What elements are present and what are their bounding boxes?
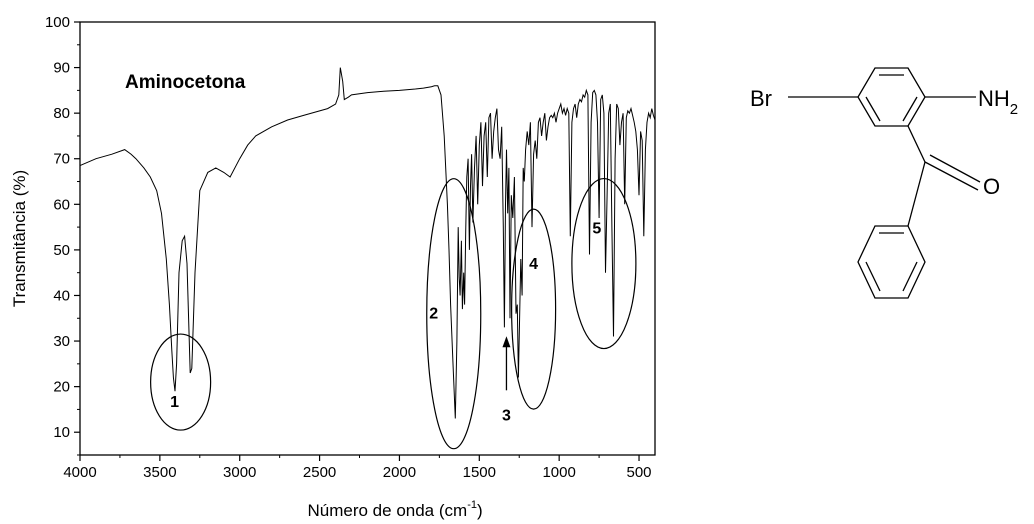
y-tick-label: 50 bbox=[53, 242, 70, 259]
x-tick-label: 2500 bbox=[303, 464, 336, 481]
ring-double-bond bbox=[865, 96, 881, 122]
chart-title: Aminocetona bbox=[125, 72, 246, 93]
band-arrow-head-3 bbox=[502, 336, 511, 348]
x-tick-label: 1000 bbox=[542, 464, 575, 481]
ring-double-bond bbox=[902, 261, 918, 292]
phenyl-link-bond bbox=[907, 161, 926, 227]
x-tick-label: 3000 bbox=[223, 464, 256, 481]
plot-frame bbox=[79, 21, 656, 456]
x-axis: 4000 3500 3000 2500 2000 1500 1000 500 bbox=[63, 455, 652, 481]
ring-double-bond bbox=[902, 96, 918, 122]
band-label-5: 5 bbox=[592, 221, 601, 238]
y-tick-label: 20 bbox=[53, 379, 70, 396]
x-tick-label: 1500 bbox=[463, 464, 496, 481]
band-label-3: 3 bbox=[502, 407, 511, 424]
molecule-structure bbox=[788, 67, 981, 299]
y-tick-label: 30 bbox=[53, 333, 70, 350]
carbonyl-double-bond bbox=[929, 154, 981, 183]
y-tick-label: 40 bbox=[53, 287, 70, 304]
x-tick-label: 4000 bbox=[63, 464, 96, 481]
band-ellipse-1 bbox=[150, 333, 212, 431]
band-label-1: 1 bbox=[170, 394, 179, 411]
amino-label: NH2 bbox=[978, 86, 1018, 118]
y-tick-label: 60 bbox=[53, 196, 70, 213]
y-axis: 10 20 30 40 50 60 70 80 90 100 bbox=[45, 14, 80, 456]
band-ellipse-4 bbox=[511, 208, 557, 410]
band-annotations: 1 2 3 4 5 bbox=[150, 177, 637, 450]
top-benzene-ring bbox=[857, 67, 926, 127]
ring-double-bond bbox=[865, 261, 881, 292]
x-axis-title-text: Número de onda (cm bbox=[308, 501, 468, 520]
y-tick-label: 80 bbox=[53, 105, 70, 122]
x-axis-title-superscript: -1 bbox=[467, 499, 477, 511]
x-tick-label: 3500 bbox=[143, 464, 176, 481]
y-tick-label: 70 bbox=[53, 151, 70, 168]
carbonyl-link-bond bbox=[907, 125, 926, 163]
x-tick-label: 500 bbox=[627, 464, 652, 481]
y-axis-title: Transmitância (%) bbox=[10, 170, 29, 307]
amino-label-subscript: 2 bbox=[1010, 101, 1018, 118]
band-label-4: 4 bbox=[529, 256, 538, 273]
spectrum-line bbox=[79, 67, 656, 419]
carbonyl-bond bbox=[924, 161, 979, 191]
y-tick-label: 90 bbox=[53, 60, 70, 77]
band-ellipse-5 bbox=[571, 177, 637, 350]
bottom-benzene-ring bbox=[857, 225, 926, 299]
y-tick-label: 10 bbox=[53, 424, 70, 441]
amino-label-text: NH bbox=[978, 86, 1010, 111]
x-axis-title-end: ) bbox=[477, 501, 483, 520]
bromo-label: Br bbox=[750, 86, 772, 111]
y-tick-label: 100 bbox=[45, 14, 70, 31]
oxygen-label: O bbox=[983, 174, 1000, 199]
x-tick-label: 2000 bbox=[383, 464, 416, 481]
ir-spectrum-chart: 4000 3500 3000 2500 2000 1500 1000 500 10 20 30 40… bbox=[10, 14, 656, 520]
x-axis-title: Número de onda (cm-1) bbox=[308, 499, 483, 520]
band-label-2: 2 bbox=[429, 306, 438, 323]
band-ellipse-2 bbox=[426, 178, 482, 450]
